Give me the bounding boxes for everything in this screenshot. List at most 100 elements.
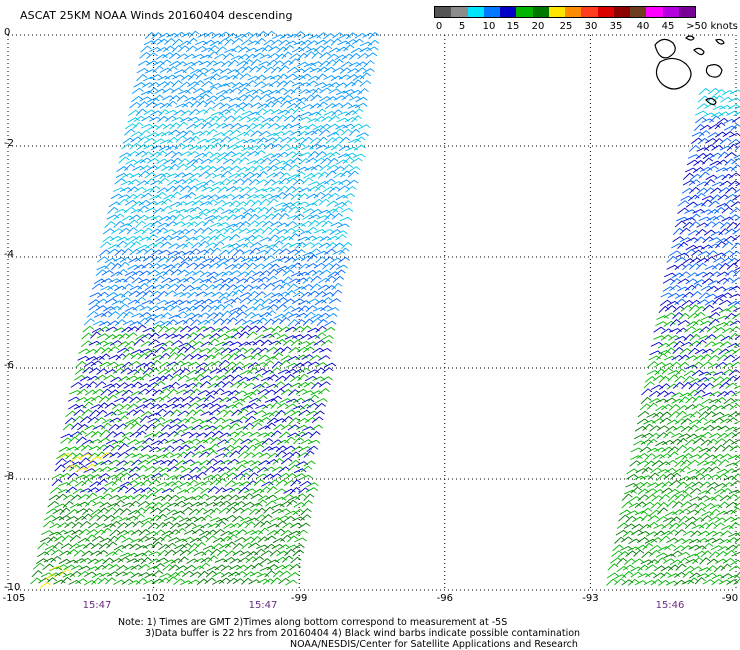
wind-barb xyxy=(107,248,120,255)
wind-barb xyxy=(226,396,239,402)
wind-barb xyxy=(199,54,213,60)
wind-barb xyxy=(304,130,318,136)
wind-barb xyxy=(255,291,267,299)
wind-barb xyxy=(263,466,276,472)
wind-barb xyxy=(674,460,686,468)
wind-barb xyxy=(218,543,232,550)
wind-barb xyxy=(702,466,714,474)
wind-barb xyxy=(239,186,252,193)
wind-barb xyxy=(155,191,167,199)
wind-barb xyxy=(160,312,172,320)
wind-barb xyxy=(281,242,293,250)
wind-barb xyxy=(626,510,639,516)
wind-barb xyxy=(165,255,177,263)
wind-barb xyxy=(700,473,712,480)
wind-barb xyxy=(272,136,284,144)
wind-barb xyxy=(196,397,209,403)
wind-barb xyxy=(724,426,738,432)
wind-barb xyxy=(197,32,210,38)
wind-barb xyxy=(302,241,315,248)
wind-barb xyxy=(120,367,133,374)
wind-barb xyxy=(103,523,116,529)
wind-barb xyxy=(192,157,204,165)
wind-barb xyxy=(243,138,256,144)
colorbar-segment xyxy=(630,7,647,17)
wind-barb xyxy=(83,542,95,549)
wind-barb xyxy=(207,86,219,94)
wind-barb xyxy=(279,570,291,578)
wind-barb xyxy=(696,417,708,425)
wind-barb xyxy=(215,46,227,54)
wind-barb xyxy=(83,468,97,473)
wind-barb xyxy=(192,234,205,241)
wind-barb xyxy=(274,488,287,495)
wind-barb xyxy=(680,418,692,425)
wind-barb xyxy=(228,234,241,241)
wind-barb xyxy=(708,318,720,327)
colorbar-segment xyxy=(646,7,663,17)
wind-barb xyxy=(178,89,191,95)
wind-barb xyxy=(96,514,108,521)
wind-barb xyxy=(275,160,288,166)
wind-barb xyxy=(221,209,234,215)
wind-barb xyxy=(54,503,68,509)
wind-barb xyxy=(724,312,736,320)
wind-barb xyxy=(316,66,329,73)
wind-barb xyxy=(655,321,668,327)
wind-barb xyxy=(192,528,205,535)
wind-barb xyxy=(291,115,303,123)
wind-barb xyxy=(170,87,183,94)
wind-barb xyxy=(148,332,160,340)
wind-barb xyxy=(218,577,231,585)
wind-barb xyxy=(286,177,298,185)
wind-barb xyxy=(74,515,87,522)
wind-barb xyxy=(325,59,337,67)
wind-barb xyxy=(206,416,219,423)
wind-barb xyxy=(235,347,248,354)
wind-barb xyxy=(259,486,271,494)
wind-barb xyxy=(724,158,736,166)
wind-barb xyxy=(625,550,637,557)
wind-barb xyxy=(193,263,206,270)
wind-barb xyxy=(648,355,661,361)
wind-barb xyxy=(708,551,720,559)
wind-barb xyxy=(292,325,305,333)
wind-barb xyxy=(125,487,137,494)
wind-barb xyxy=(181,144,195,150)
wind-barb xyxy=(323,362,337,368)
wind-barb xyxy=(637,537,649,544)
wind-barb xyxy=(637,573,651,578)
wind-barb xyxy=(122,352,134,361)
wind-barb xyxy=(292,544,305,551)
wind-barb xyxy=(266,172,279,179)
wind-barb xyxy=(116,311,128,320)
wind-barb xyxy=(260,305,273,311)
wind-barb xyxy=(260,520,272,528)
wind-barb xyxy=(702,382,715,390)
wind-barb xyxy=(350,123,363,130)
wind-barb xyxy=(151,502,164,509)
wind-barb xyxy=(182,241,194,250)
wind-barb xyxy=(196,326,209,333)
wind-barb xyxy=(139,236,152,242)
wind-barb xyxy=(700,315,714,321)
wind-barb xyxy=(284,290,296,297)
wind-barb xyxy=(709,271,722,278)
wind-barb xyxy=(169,453,183,458)
wind-barb xyxy=(137,388,150,395)
wind-barb xyxy=(186,37,198,46)
wind-barb xyxy=(709,504,723,510)
wind-barb xyxy=(177,269,189,276)
wind-barb xyxy=(112,507,124,516)
wind-barb xyxy=(282,555,294,563)
wind-barb xyxy=(65,410,77,418)
wind-barb xyxy=(691,403,704,410)
wind-barb xyxy=(653,530,666,537)
wind-barb xyxy=(175,243,188,250)
wind-barb xyxy=(712,453,725,460)
wind-barb xyxy=(723,475,737,481)
wind-barb xyxy=(117,411,131,416)
wind-barb xyxy=(70,494,82,502)
wind-barb xyxy=(718,299,732,306)
wind-barb xyxy=(62,500,74,509)
